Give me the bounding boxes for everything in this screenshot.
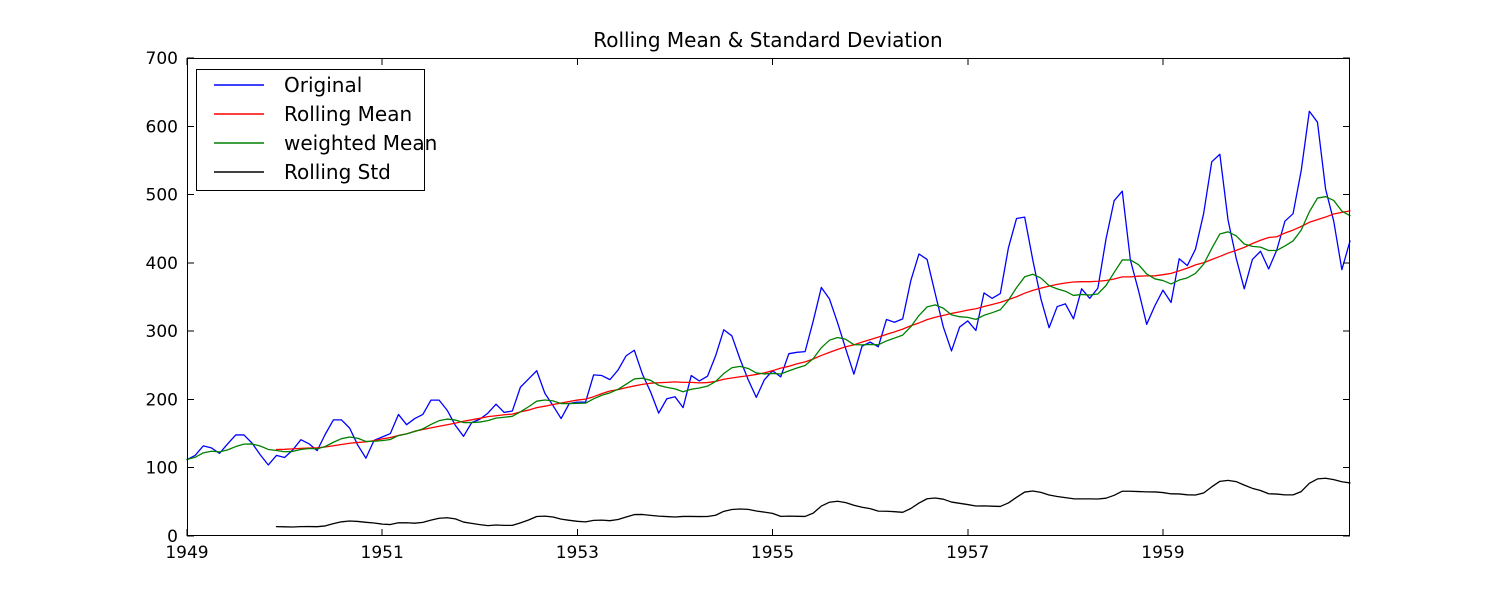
- y-tick-label: 100: [146, 459, 178, 479]
- y-tick-label: 400: [146, 254, 178, 274]
- series-line-weighted-mean: [186, 196, 1351, 461]
- y-tick-label: 700: [146, 49, 178, 69]
- axes: 0 100 200 300 400 500 600 700 1949 1951 1953 1955 19…: [146, 49, 1350, 563]
- plot-lines: [186, 110, 1351, 528]
- legend-label-original: Original: [284, 73, 362, 97]
- series-line-original: [186, 110, 1351, 466]
- y-tick-label: 300: [146, 322, 178, 342]
- plot-border: [187, 58, 1350, 536]
- x-tick-label: 1957: [946, 543, 989, 563]
- series-line-rolling-mean: [275, 210, 1351, 451]
- x-tick-label: 1959: [1141, 543, 1184, 563]
- legend-label-rolling-mean: Rolling Mean: [284, 102, 412, 126]
- legend-label-rolling-std: Rolling Std: [284, 160, 391, 184]
- legend-label-weighted-mean: weighted Mean: [284, 131, 437, 155]
- legend-box: [196, 69, 425, 191]
- x-tick-label: 1951: [361, 543, 404, 563]
- y-tick-label: 500: [146, 186, 178, 206]
- y-tick-label: 200: [146, 390, 178, 410]
- x-tick-label: 1955: [751, 543, 794, 563]
- series-line-rolling-std: [275, 477, 1351, 528]
- x-tick-label: 1949: [165, 543, 208, 563]
- legend: Original Rolling Mean weighted Mean Rolling…: [196, 69, 437, 191]
- y-tick-label: 0: [167, 527, 178, 547]
- chart-title: Rolling Mean & Standard Deviation: [593, 28, 942, 52]
- y-tick-label: 600: [146, 117, 178, 137]
- x-tick-label: 1953: [556, 543, 599, 563]
